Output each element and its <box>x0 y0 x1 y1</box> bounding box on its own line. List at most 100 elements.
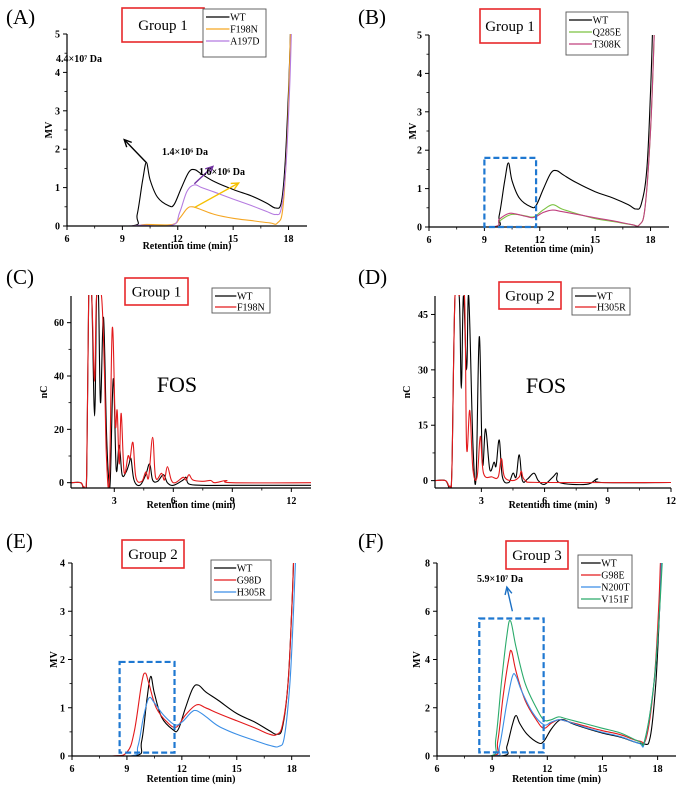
legend-label: N200T <box>601 583 629 594</box>
y-tick-label: 3 <box>55 106 60 117</box>
y-tick-label: 2 <box>417 146 422 157</box>
x-axis-label: Retention time (min) <box>509 500 598 510</box>
x-tick-label: 9 <box>120 234 125 245</box>
y-tick-label: 0 <box>60 752 65 763</box>
series-group <box>429 34 655 227</box>
x-tick-label: 6 <box>427 235 432 246</box>
series-group <box>67 33 292 226</box>
y-tick-label: 1 <box>60 703 65 714</box>
y-axis-label: MV <box>44 121 55 138</box>
y-tick-label: 2 <box>55 145 60 156</box>
legend-label: T308K <box>593 40 622 51</box>
arrow-head-icon <box>504 585 513 596</box>
annotation-arrow <box>194 182 240 209</box>
annotation-arrow <box>123 139 147 164</box>
x-tick-label: 18 <box>646 235 656 246</box>
annotation: 4.4×10⁷ Da <box>56 54 147 164</box>
group-label-box <box>498 281 562 310</box>
y-tick-label: 6 <box>425 607 430 618</box>
legend-label: H305R <box>237 588 266 599</box>
group-label: Group 2 <box>128 547 178 563</box>
panel-label: (B) <box>358 5 386 29</box>
panel-b: (B) 6 9 12 15 18 0 1 2 3 4 5 Retention time (min) MV G… <box>340 0 685 260</box>
panel-label: (C) <box>6 265 34 289</box>
panel-a: (A) 6 9 12 15 18 0 1 2 3 4 5 Retention time (min) MV G… <box>0 0 340 260</box>
y-tick-label: 4 <box>55 68 60 79</box>
legend-box <box>211 287 271 314</box>
series-line-wt <box>437 562 662 756</box>
series-line-q285e <box>429 34 655 227</box>
highlight-box <box>118 660 176 754</box>
panel-c: (C) 3 6 9 12 0 20 40 60 Retention time (min) nC Gro… <box>0 260 340 511</box>
group-label: Group 1 <box>485 19 535 35</box>
y-tick-label: 30 <box>418 365 428 376</box>
y-tick-label: 0 <box>417 223 422 234</box>
panel-label: (A) <box>6 5 35 29</box>
y-tick-label: 5 <box>55 30 60 41</box>
series-line-wt <box>67 33 291 226</box>
group-label: Group 1 <box>132 285 182 301</box>
y-tick-label: 3 <box>60 607 65 618</box>
legend-label: WT <box>237 564 253 575</box>
series-group <box>435 295 671 488</box>
series-line-g98d <box>72 562 295 756</box>
legend-label: WT <box>593 16 609 27</box>
y-axis-label: MV <box>412 650 423 667</box>
annotation-label: 1.6×10⁶ Da <box>199 167 245 178</box>
series-line-h305r <box>435 295 671 488</box>
x-tick-label: 3 <box>112 496 117 507</box>
series-line-f198n <box>67 33 291 226</box>
y-tick-label: 0 <box>55 222 60 233</box>
legend-label: F198N <box>237 303 265 314</box>
group-label-box <box>124 277 189 306</box>
y-tick-label: 20 <box>54 425 64 436</box>
x-tick-label: 12 <box>666 496 676 507</box>
group-label-box <box>479 8 541 44</box>
group-label: Group 2 <box>505 289 555 305</box>
panel-label: (D) <box>358 265 387 289</box>
y-tick-label: 45 <box>418 310 428 321</box>
panel-e: (E) 6 9 12 15 18 0 1 2 3 4 Retention time (min) MV Gr… <box>0 510 340 786</box>
legend-label: Q285E <box>593 28 621 39</box>
series-line-t308k <box>429 34 655 227</box>
series-line-h305r <box>72 562 296 756</box>
legend-label: A197D <box>230 37 259 48</box>
chart-c: (C) 3 6 9 12 0 20 40 60 Retention time (min) nC Gro… <box>6 265 311 511</box>
x-tick-label: 6 <box>65 234 70 245</box>
series-line-f198n <box>71 295 311 488</box>
y-tick-label: 1 <box>55 183 60 194</box>
legend-label: V151F <box>601 595 629 606</box>
arrow-head-icon <box>123 138 132 148</box>
x-tick-label: 9 <box>124 764 129 775</box>
x-axis-label: Retention time (min) <box>512 774 601 785</box>
arrow-head-icon <box>230 182 241 190</box>
series-group <box>71 295 311 488</box>
x-tick-label: 12 <box>286 496 296 507</box>
legend-box <box>571 287 631 316</box>
y-tick-label: 5 <box>417 31 422 42</box>
arrow-head-icon <box>205 165 215 175</box>
legend-label: WT <box>597 292 613 303</box>
y-tick-label: 8 <box>425 559 430 570</box>
x-tick-label: 18 <box>287 764 297 775</box>
fos-label: FOS <box>526 373 566 398</box>
annotation: 5.9×10⁷ Da <box>477 574 523 612</box>
annotation-arrow <box>193 165 214 185</box>
x-axis-label: Retention time (min) <box>147 774 236 785</box>
group-label-box <box>505 540 569 570</box>
series-line-wt <box>429 34 653 227</box>
x-tick-label: 3 <box>479 496 484 507</box>
series-line-v151f <box>437 562 663 756</box>
x-tick-label: 15 <box>597 764 607 775</box>
annotation-arrow <box>506 586 514 612</box>
x-tick-label: 6 <box>171 496 176 507</box>
panel-label: (F) <box>358 529 384 553</box>
y-tick-label: 4 <box>417 69 422 80</box>
group-label-box <box>121 7 205 43</box>
annotation-label: 5.9×10⁷ Da <box>477 574 523 585</box>
